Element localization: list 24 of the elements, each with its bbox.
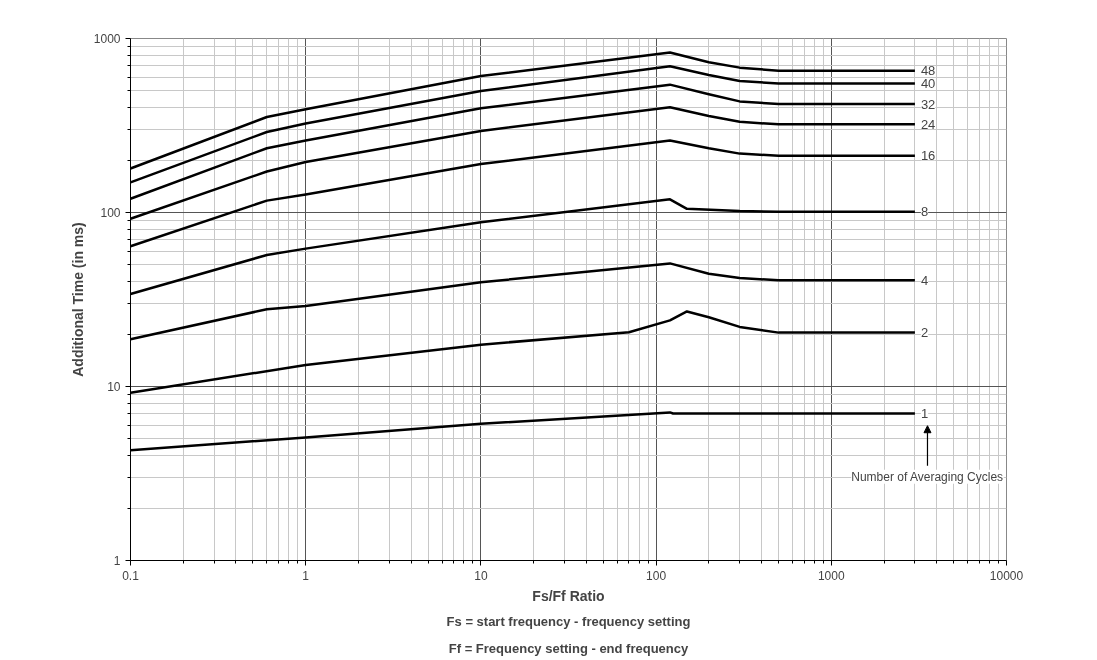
series-label: 24 xyxy=(920,116,936,132)
x-tick-label: 1 xyxy=(302,568,310,583)
y-tick-label: 1 xyxy=(113,554,121,568)
y-tick-label: 1000 xyxy=(93,32,121,46)
annotation: Number of Averaging Cycles xyxy=(851,469,1004,484)
x-tick-label: 10000 xyxy=(989,568,1024,583)
y-axis-title: Additional Time (in ms) xyxy=(69,222,86,377)
y-tick-label: 10 xyxy=(107,380,121,394)
series-label: 32 xyxy=(920,96,936,112)
series-label: 2 xyxy=(920,325,929,341)
series-label: 1 xyxy=(920,405,929,421)
x-tick-label: 10 xyxy=(474,568,488,583)
x-tick-label: 1000 xyxy=(817,568,845,583)
x-axis-title: Fs/Ff Ratio xyxy=(532,587,605,604)
x-tick-label: 0.1 xyxy=(122,568,140,583)
series-label: 40 xyxy=(920,76,936,92)
series-label: 4 xyxy=(920,272,929,288)
x-tick-label: 100 xyxy=(646,568,667,583)
text: Fs = start frequency - frequency setting xyxy=(446,613,691,629)
series-label: 16 xyxy=(920,148,936,164)
text: Ff = Frequency setting - end frequency xyxy=(448,640,689,656)
y-tick-label: 100 xyxy=(100,206,121,220)
series-label: 48 xyxy=(920,63,936,79)
series-label: 8 xyxy=(920,204,929,220)
